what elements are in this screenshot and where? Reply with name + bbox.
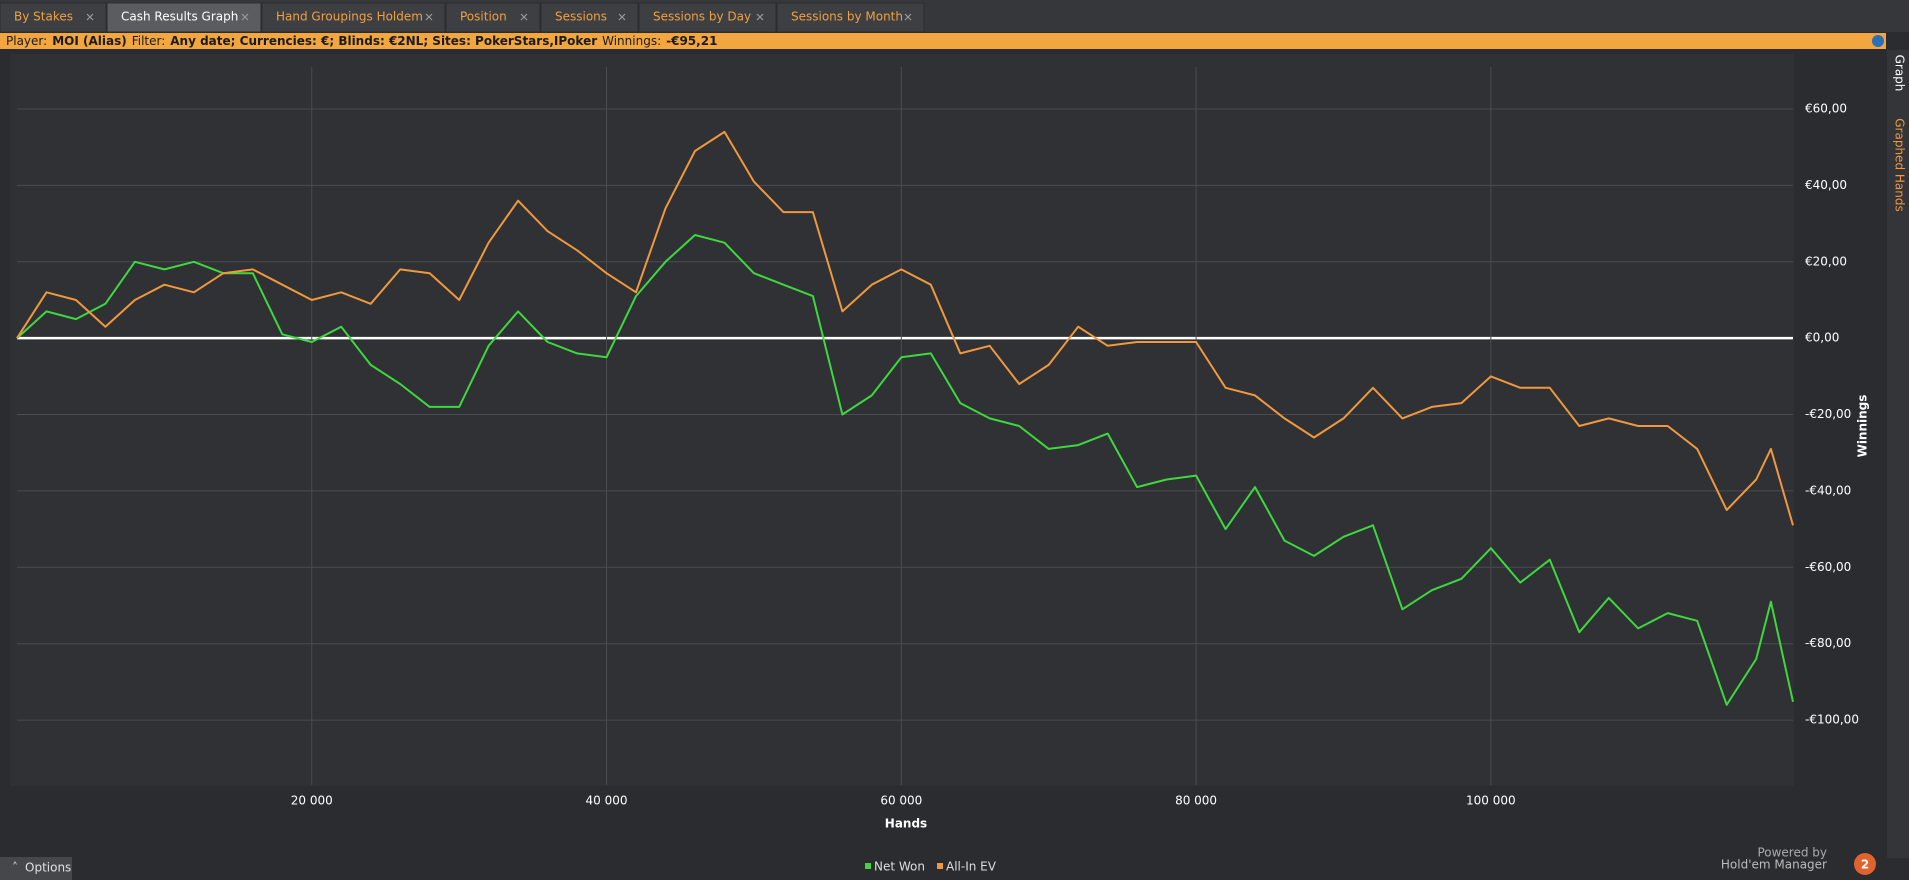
filter-player-label: Player: (6, 34, 47, 48)
y-tick-label: -€100,00 (1805, 713, 1859, 727)
y-tick-label: €40,00 (1805, 178, 1847, 192)
tab-label[interactable]: Hand Groupings Holdem (276, 10, 423, 24)
x-tick-label: 100 000 (1466, 794, 1516, 808)
y-tick-label: -€60,00 (1805, 560, 1851, 574)
tab[interactable] (776, 2, 925, 33)
legend-label: All-In EV (946, 860, 997, 874)
tab-close[interactable] (904, 13, 912, 21)
filter-winnings: -€95,21 (666, 34, 717, 48)
series-line (16, 234, 1794, 706)
x-tick-label: 20 000 (291, 794, 333, 808)
tab[interactable] (261, 2, 446, 33)
x-axis-label: Hands (885, 817, 927, 831)
filter-bar (0, 33, 1886, 49)
y-tick-label: €60,00 (1805, 102, 1847, 116)
y-tick-label: €20,00 (1805, 254, 1847, 268)
y-tick-label: €0,00 (1805, 331, 1839, 345)
tab[interactable] (638, 2, 777, 33)
x-tick-label: 80 000 (1175, 794, 1217, 808)
tab-label[interactable]: Cash Results Graph (121, 10, 238, 24)
options-caret: ˄ (12, 861, 18, 875)
filter-player: MOI (Alias) (52, 34, 127, 48)
filter-line: Player: MOI (Alias) Filter: Any date; Curre… (6, 34, 717, 48)
tab-close[interactable] (241, 13, 249, 21)
tab-label[interactable]: Sessions (555, 10, 607, 24)
x-tick-label: 40 000 (586, 794, 628, 808)
tab-label[interactable]: Sessions by Month (791, 10, 903, 24)
tab[interactable] (106, 2, 262, 33)
help-icon[interactable] (1872, 35, 1884, 47)
brand: Hold'em Manager (1721, 858, 1827, 872)
filter-filter: Any date; Currencies: €; Blinds: €2NL; S… (170, 34, 597, 48)
powered-by: Powered by (1757, 846, 1827, 860)
tab-close[interactable] (425, 13, 433, 21)
tab-label[interactable]: Sessions by Day (653, 10, 751, 24)
plot-area (10, 54, 1794, 786)
y-tick-label: -€20,00 (1805, 407, 1851, 421)
y-tick-label: -€80,00 (1805, 636, 1851, 650)
tab-label[interactable]: Position (460, 10, 507, 24)
x-tick-label: 60 000 (880, 794, 922, 808)
series-line (16, 130, 1794, 526)
tab-close[interactable] (520, 13, 528, 21)
brand-logo (1854, 853, 1876, 875)
tab[interactable] (0, 2, 107, 33)
y-axis-label: Winnings (1856, 395, 1870, 458)
filter-winnings-label: Winnings: (602, 34, 661, 48)
legend-label: Net Won (874, 860, 925, 874)
sidebar-graphed-hands[interactable]: Graphed Hands (1893, 118, 1907, 211)
filter-filter-label: Filter: (132, 34, 166, 48)
sidebar-graph[interactable]: Graph (1893, 55, 1907, 92)
tab-close[interactable] (86, 13, 94, 21)
sidebar (1887, 50, 1909, 858)
options-button[interactable] (0, 857, 72, 880)
brand-version: 2 (1861, 858, 1869, 872)
legend-swatch (937, 863, 943, 869)
y-tick-label: -€40,00 (1805, 483, 1851, 497)
tab-close[interactable] (756, 13, 764, 21)
tab-close[interactable] (618, 13, 626, 21)
tab-label[interactable]: By Stakes (14, 10, 73, 24)
legend-swatch (865, 863, 871, 869)
options-label[interactable]: Options (25, 861, 71, 875)
